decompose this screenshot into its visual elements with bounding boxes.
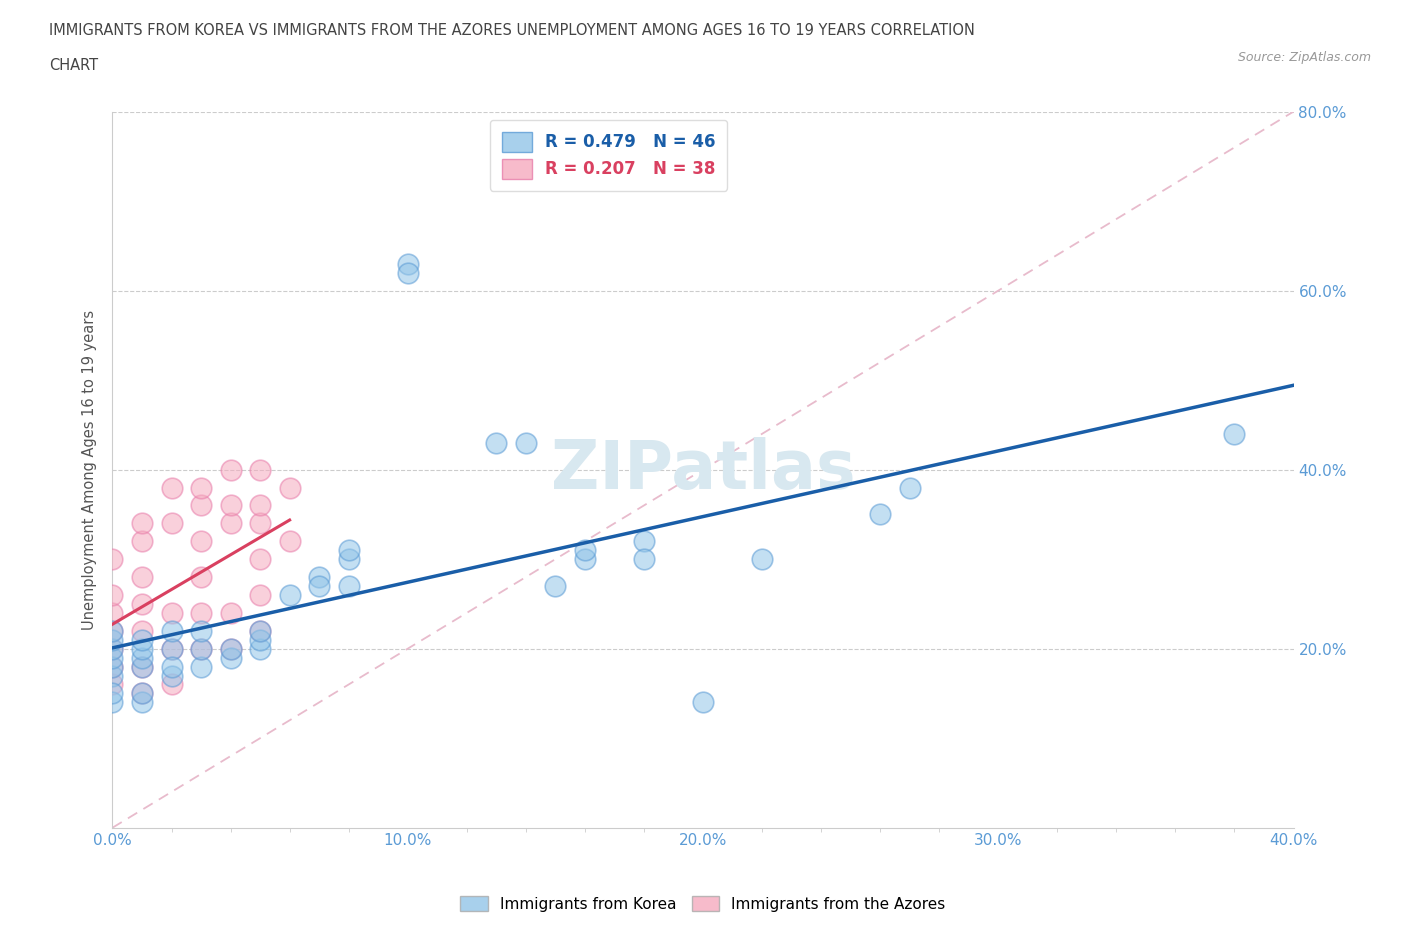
Point bbox=[278, 588, 301, 603]
Point bbox=[308, 578, 330, 593]
Point bbox=[396, 265, 419, 280]
Point bbox=[633, 534, 655, 549]
Point bbox=[219, 462, 242, 477]
Point bbox=[190, 659, 212, 674]
Point bbox=[219, 516, 242, 531]
Point bbox=[131, 534, 153, 549]
Point bbox=[160, 659, 183, 674]
Point bbox=[249, 498, 271, 513]
Point bbox=[249, 516, 271, 531]
Point bbox=[101, 642, 124, 657]
Point bbox=[131, 659, 153, 674]
Point bbox=[101, 632, 124, 647]
Point bbox=[101, 623, 124, 638]
Point bbox=[160, 668, 183, 683]
Point bbox=[869, 507, 891, 522]
Legend: R = 0.479   N = 46, R = 0.207   N = 38: R = 0.479 N = 46, R = 0.207 N = 38 bbox=[489, 120, 727, 191]
Point bbox=[308, 569, 330, 585]
Point bbox=[190, 623, 212, 638]
Point bbox=[219, 642, 242, 657]
Point bbox=[190, 605, 212, 620]
Point bbox=[190, 569, 212, 585]
Point bbox=[190, 534, 212, 549]
Point bbox=[101, 677, 124, 692]
Point bbox=[249, 588, 271, 603]
Point bbox=[101, 588, 124, 603]
Point bbox=[101, 605, 124, 620]
Point bbox=[101, 686, 124, 701]
Point bbox=[131, 695, 153, 710]
Point bbox=[337, 551, 360, 566]
Point bbox=[544, 578, 567, 593]
Point bbox=[160, 516, 183, 531]
Point bbox=[337, 543, 360, 558]
Point bbox=[249, 623, 271, 638]
Point bbox=[278, 480, 301, 495]
Text: CHART: CHART bbox=[49, 58, 98, 73]
Point bbox=[131, 686, 153, 701]
Legend: Immigrants from Korea, Immigrants from the Azores: Immigrants from Korea, Immigrants from t… bbox=[454, 889, 952, 918]
Point bbox=[101, 668, 124, 683]
Point bbox=[190, 642, 212, 657]
Point bbox=[160, 642, 183, 657]
Point bbox=[160, 623, 183, 638]
Point bbox=[219, 498, 242, 513]
Point bbox=[101, 659, 124, 674]
Text: ZIPatlas: ZIPatlas bbox=[551, 437, 855, 502]
Point bbox=[131, 516, 153, 531]
Point bbox=[101, 659, 124, 674]
Point bbox=[160, 642, 183, 657]
Point bbox=[1223, 426, 1246, 442]
Point bbox=[160, 605, 183, 620]
Point bbox=[190, 498, 212, 513]
Y-axis label: Unemployment Among Ages 16 to 19 years: Unemployment Among Ages 16 to 19 years bbox=[82, 310, 97, 630]
Point bbox=[190, 642, 212, 657]
Point bbox=[160, 677, 183, 692]
Point bbox=[101, 642, 124, 657]
Point bbox=[219, 642, 242, 657]
Point bbox=[485, 435, 508, 450]
Point bbox=[131, 623, 153, 638]
Point bbox=[131, 642, 153, 657]
Point bbox=[249, 642, 271, 657]
Point bbox=[219, 605, 242, 620]
Point bbox=[131, 632, 153, 647]
Point bbox=[633, 551, 655, 566]
Point bbox=[692, 695, 714, 710]
Text: IMMIGRANTS FROM KOREA VS IMMIGRANTS FROM THE AZORES UNEMPLOYMENT AMONG AGES 16 T: IMMIGRANTS FROM KOREA VS IMMIGRANTS FROM… bbox=[49, 23, 976, 38]
Text: Source: ZipAtlas.com: Source: ZipAtlas.com bbox=[1237, 51, 1371, 64]
Point bbox=[574, 543, 596, 558]
Point bbox=[131, 596, 153, 611]
Point bbox=[337, 578, 360, 593]
Point bbox=[219, 650, 242, 665]
Point bbox=[515, 435, 537, 450]
Point bbox=[160, 480, 183, 495]
Point bbox=[190, 480, 212, 495]
Point bbox=[249, 632, 271, 647]
Point bbox=[249, 623, 271, 638]
Point bbox=[751, 551, 773, 566]
Point bbox=[131, 686, 153, 701]
Point bbox=[101, 650, 124, 665]
Point bbox=[101, 623, 124, 638]
Point bbox=[101, 695, 124, 710]
Point bbox=[898, 480, 921, 495]
Point bbox=[249, 462, 271, 477]
Point bbox=[131, 650, 153, 665]
Point bbox=[131, 659, 153, 674]
Point bbox=[278, 534, 301, 549]
Point bbox=[101, 551, 124, 566]
Point bbox=[574, 551, 596, 566]
Point bbox=[131, 569, 153, 585]
Point bbox=[396, 257, 419, 272]
Point bbox=[249, 551, 271, 566]
